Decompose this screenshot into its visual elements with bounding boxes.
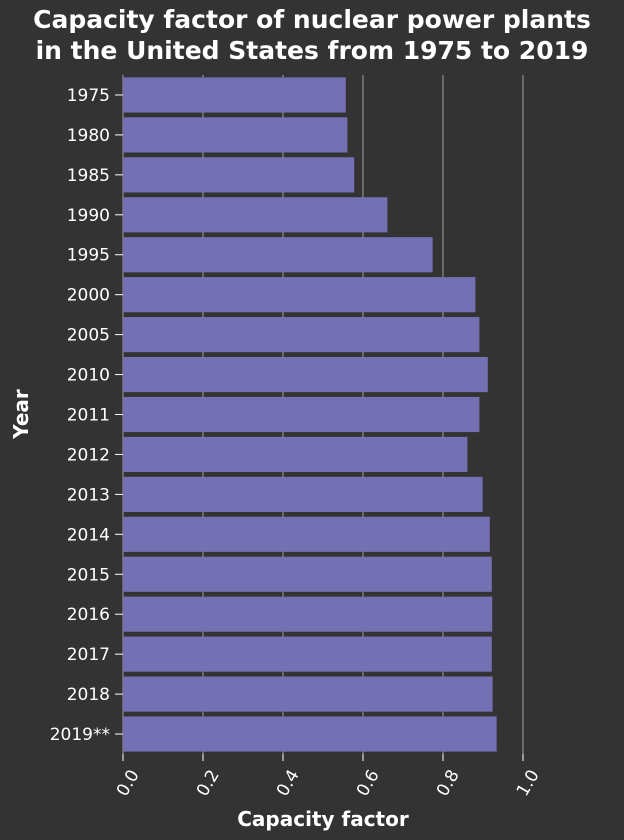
x-tick-label: 1.0 — [513, 767, 544, 800]
y-tick-label: 2018 — [67, 685, 110, 705]
y-tick-label: 1985 — [67, 166, 110, 186]
x-tick-label: 0.2 — [193, 767, 224, 800]
y-tick-label: 2000 — [67, 286, 110, 306]
bar — [123, 117, 348, 153]
x-tick-label: 0.6 — [353, 767, 384, 800]
y-tick-label: 1995 — [67, 246, 110, 266]
bar — [123, 77, 346, 113]
y-tick-label: 1990 — [67, 206, 110, 226]
bar — [123, 197, 388, 233]
chart-title-line-2: in the United States from 1975 to 2019 — [35, 36, 589, 65]
x-axis-label: Capacity factor — [237, 807, 409, 831]
bar — [123, 277, 476, 313]
bar — [123, 317, 480, 353]
bar — [123, 436, 468, 473]
y-tick-label: 2017 — [67, 645, 110, 665]
x-tick-label: 0.8 — [433, 767, 464, 800]
y-tick-label: 2013 — [67, 485, 110, 505]
chart-title-line-1: Capacity factor of nuclear power plants — [33, 5, 591, 34]
y-axis-label: Year — [9, 389, 33, 440]
y-tick-label: 2015 — [67, 565, 110, 585]
bar — [123, 356, 488, 393]
y-tick-label: 2014 — [67, 525, 110, 545]
bar — [123, 396, 480, 433]
bar — [123, 596, 493, 632]
bar — [123, 676, 493, 712]
y-tick-label: 1980 — [67, 126, 110, 146]
y-tick-label: 1975 — [67, 86, 110, 106]
y-tick-label: 2010 — [67, 366, 110, 386]
y-tick-label: 2011 — [67, 406, 110, 426]
y-tick-label: 2012 — [67, 445, 110, 465]
bars — [123, 77, 497, 752]
y-tick-label: 2016 — [67, 605, 110, 625]
bar — [123, 237, 433, 273]
x-tick-label: 0.0 — [113, 767, 144, 800]
chart-title: Capacity factor of nuclear power plants … — [0, 4, 624, 66]
bar — [123, 157, 355, 193]
y-tick-label: 2019** — [50, 725, 110, 745]
bar — [123, 556, 492, 592]
y-axis: 1975 1980 1985 1990 1995 2000 2005 2010 2011 2012… — [50, 86, 123, 745]
bar — [123, 476, 483, 512]
y-tick-label: 2005 — [67, 326, 110, 346]
bar — [123, 516, 490, 552]
x-axis: 0.0 0.2 0.4 0.6 0.8 1.0 — [113, 754, 544, 800]
bar — [123, 636, 492, 672]
x-tick-label: 0.4 — [273, 767, 304, 800]
bar — [123, 716, 497, 752]
